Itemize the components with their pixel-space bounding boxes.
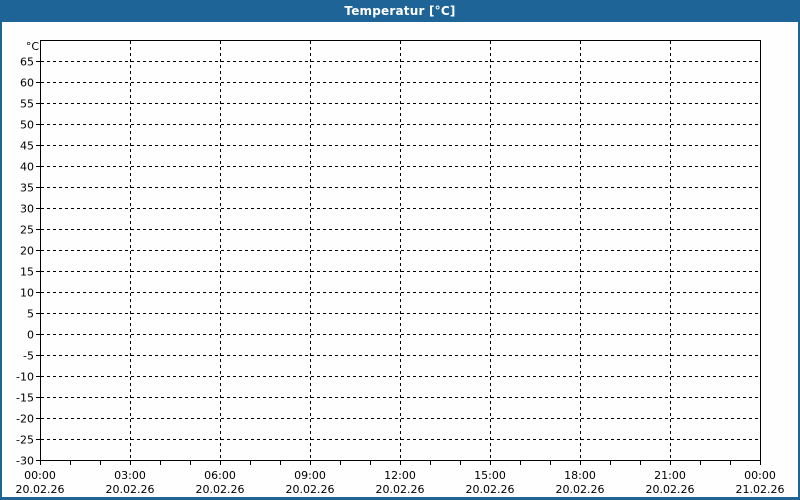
x-tick-date-label: 20.02.26 — [106, 483, 155, 496]
plot-border — [40, 40, 761, 461]
x-tick-date-label: 20.02.26 — [16, 483, 65, 496]
x-tick-date-label: 20.02.26 — [646, 483, 695, 496]
x-tick-date-label: 20.02.26 — [196, 483, 245, 496]
y-tick-label: 60 — [20, 77, 34, 90]
y-axis-unit-label: °C — [26, 40, 40, 53]
x-tick-time-label: 18:00 — [564, 469, 596, 482]
x-tick-time-label: 12:00 — [384, 469, 416, 482]
y-tick-label: 40 — [20, 161, 34, 174]
x-tick-time-label: 00:00 — [24, 469, 56, 482]
chart-title: Temperatur [°C] — [344, 4, 456, 18]
y-tick-label: 50 — [20, 119, 34, 132]
y-tick-label: -20 — [16, 413, 34, 426]
y-tick-label: 45 — [20, 140, 34, 153]
y-tick-label: -30 — [16, 455, 34, 468]
x-tick-date-label: 20.02.26 — [286, 483, 335, 496]
x-tick-time-label: 06:00 — [204, 469, 236, 482]
y-tick-label: 5 — [27, 308, 34, 321]
y-tick-label: -25 — [16, 434, 34, 447]
y-tick-label: -10 — [16, 371, 34, 384]
x-tick-time-label: 00:00 — [744, 469, 776, 482]
y-tick-label: 35 — [20, 182, 34, 195]
x-tick-date-label: 20.02.26 — [466, 483, 515, 496]
y-tick-label: 0 — [27, 329, 34, 342]
x-tick-time-label: 15:00 — [474, 469, 506, 482]
x-tick-date-label: 21.02.26 — [736, 483, 785, 496]
y-tick-label: 25 — [20, 224, 34, 237]
x-tick-time-label: 21:00 — [654, 469, 686, 482]
x-tick-time-label: 09:00 — [294, 469, 326, 482]
y-tick-label: -5 — [23, 350, 34, 363]
x-tick-time-label: 03:00 — [114, 469, 146, 482]
y-tick-label: 55 — [20, 98, 34, 111]
y-tick-label: 15 — [20, 266, 34, 279]
y-tick-label: 10 — [20, 287, 34, 300]
y-tick-label: 20 — [20, 245, 34, 258]
x-tick-date-label: 20.02.26 — [376, 483, 425, 496]
x-tick-date-label: 20.02.26 — [556, 483, 605, 496]
y-tick-label: -15 — [16, 392, 34, 405]
chart-title-bar: Temperatur [°C] — [0, 0, 800, 22]
y-tick-label: 30 — [20, 203, 34, 216]
y-tick-label: 65 — [20, 56, 34, 69]
